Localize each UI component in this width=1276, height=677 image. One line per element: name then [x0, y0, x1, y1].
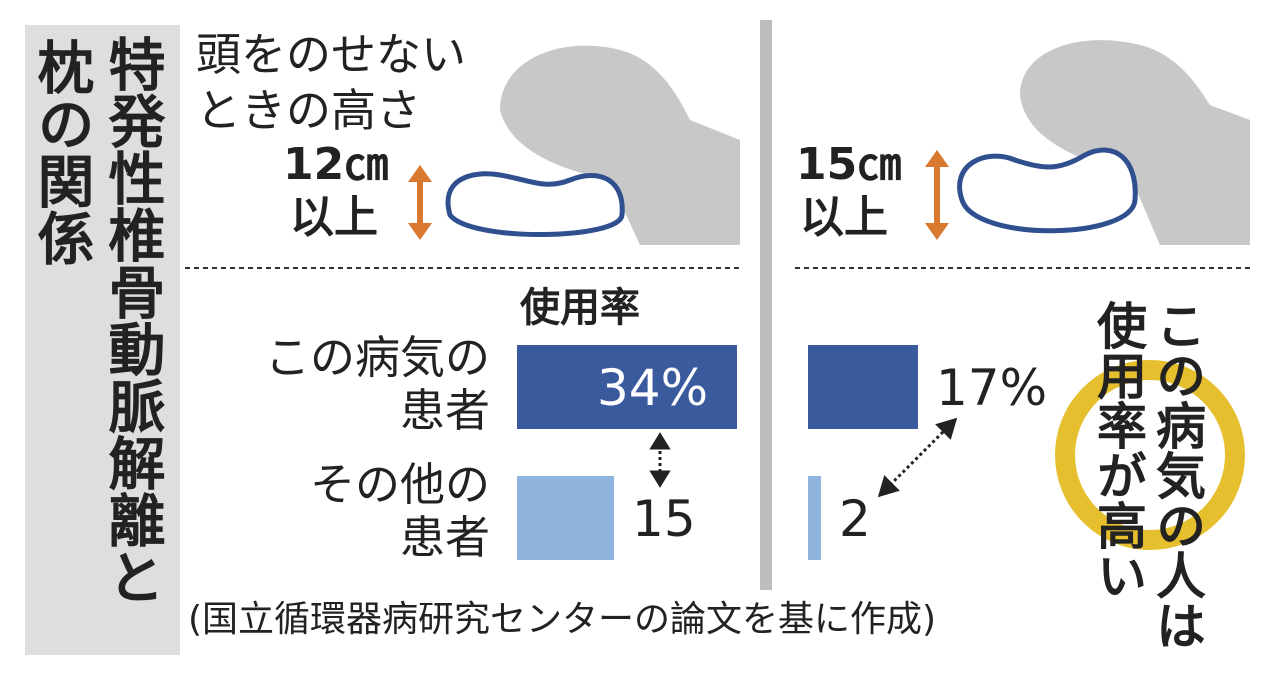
head-silhouette [500, 45, 740, 245]
highlight-ring [1055, 360, 1245, 550]
row-label: 患者 [399, 511, 490, 564]
divider [760, 20, 772, 590]
height-label: 12㎝ [283, 139, 389, 190]
height-arrow [925, 150, 949, 240]
bar [808, 476, 821, 560]
header-note: ときの高さ [196, 84, 422, 137]
value-label: 2 [838, 490, 871, 548]
value-label: 34% [596, 359, 709, 417]
pillow [445, 171, 625, 237]
bar [517, 345, 737, 429]
row-label: この病気の [264, 331, 490, 384]
title: 特発性椎骨動脈解離と [99, 35, 165, 605]
height-label: 以上 [800, 192, 888, 243]
bar [517, 476, 615, 560]
head-silhouette [1020, 40, 1250, 245]
row-label: その他の [309, 458, 490, 511]
source: (国立循環器病研究センターの論文を基に作成) [188, 599, 937, 640]
value-label: 17% [935, 359, 1048, 417]
title-panel [25, 25, 180, 655]
height-arrow [408, 165, 432, 240]
header-note: 頭をのせない [196, 28, 467, 81]
column-label: 使用率 [520, 285, 640, 331]
compare-arrow [877, 417, 958, 498]
bar [808, 345, 918, 429]
row-label: 患者 [399, 384, 490, 437]
height-label: 15㎝ [796, 139, 902, 190]
callout: この病気の人は [1148, 300, 1206, 650]
pillow [957, 147, 1138, 234]
compare-arrow [649, 432, 671, 488]
callout: 使用率が高い [1089, 300, 1147, 600]
title: 枕の関係 [28, 38, 94, 266]
height-label: 以上 [290, 192, 378, 243]
value-label: 15 [632, 490, 696, 548]
